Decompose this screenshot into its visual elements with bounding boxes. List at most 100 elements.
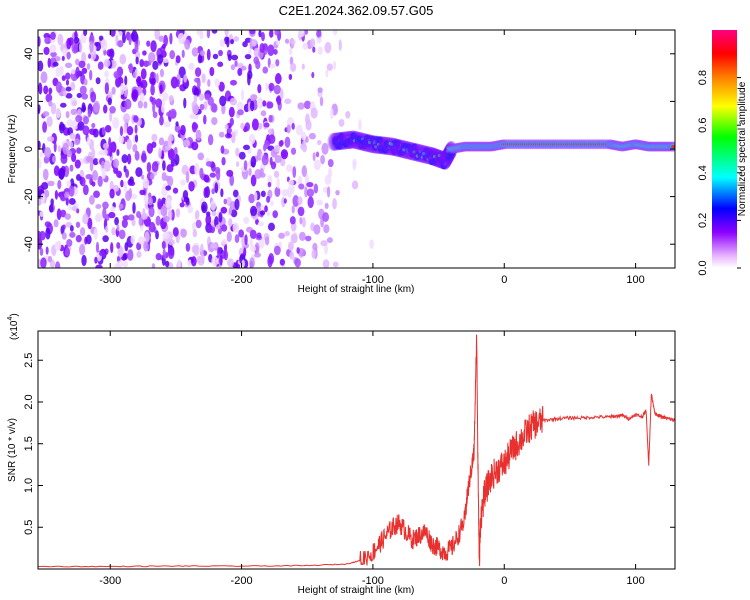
spectrogram-noise-blob: [162, 248, 166, 259]
spectrogram-noise-blob: [128, 187, 133, 199]
spectrogram-noise-blob: [106, 49, 114, 57]
spectrogram-noise-blob: [217, 247, 221, 258]
spectrogram-noise-blob: [237, 67, 243, 77]
spectrogram-noise-blob: [332, 60, 337, 71]
spectrogram-noise-blob: [124, 98, 132, 110]
spectrogram-noise-blob: [95, 264, 103, 268]
spectrogram-noise-blob: [199, 167, 204, 179]
spectrogram-noise-blob: [141, 212, 149, 220]
snr-y-scale-prefix: (x10: [9, 320, 20, 340]
spectrogram-noise-blob: [170, 76, 179, 89]
snr-y-tick-label: 1.5: [23, 436, 35, 451]
spectrogram-x-tick-label: 0: [501, 274, 507, 286]
spectrogram-noise-blob: [316, 36, 322, 44]
spectrogram-noise-blob: [287, 241, 294, 252]
spectrogram-noise-blob: [199, 103, 205, 111]
spectrogram-noise-blob: [192, 229, 198, 238]
spectrogram-noise-blob: [102, 235, 109, 243]
spectrogram-noise-blob: [150, 71, 155, 78]
spectrogram-noise-blob: [81, 67, 88, 74]
spectrogram-noise-blob: [53, 165, 60, 177]
spectrogram-noise-blob: [69, 231, 76, 238]
spectrogram-noise-blob: [244, 234, 248, 246]
spectrogram-noise-blob: [197, 152, 205, 161]
spectrogram-noise-blob: [158, 137, 165, 146]
spectrogram-noise-blob: [143, 101, 148, 109]
spectrogram-noise-blob: [164, 260, 170, 268]
spectrogram-noise-blob: [134, 44, 139, 53]
spectrogram-noise-blob: [292, 166, 297, 178]
spectrogram-noise-blob: [311, 249, 317, 259]
spectrogram-noise-blob: [69, 164, 74, 172]
spectrogram-noise-blob: [191, 122, 199, 130]
spectrogram-noise-blob: [38, 140, 41, 151]
spectrogram-noise-blob: [41, 182, 49, 190]
spectrogram-noise-blob: [85, 234, 92, 245]
spectrogram-noise-blob: [142, 178, 150, 189]
spectrogram-noise-blob: [259, 43, 265, 53]
signal-blob: [391, 148, 398, 156]
spectrogram-noise-blob: [250, 156, 257, 168]
spectrogram-noise-blob: [77, 121, 85, 131]
spectrogram-noise-blob: [102, 207, 107, 219]
spectrogram-noise-blob: [266, 195, 271, 203]
snr-panel: -300 -200 -100 0 100 0.5 1.0 1.5 2.0 2.5 Height …: [7, 313, 676, 596]
spectrogram-noise-blob: [215, 169, 221, 181]
signal-peak: [433, 155, 437, 159]
spectrogram-noise-blob: [273, 84, 281, 95]
spectrogram-noise-blob: [290, 62, 297, 72]
snr-x-tick-label: -100: [362, 575, 384, 587]
spectrogram-noise-blob: [88, 195, 95, 205]
spectrogram-noise-blob: [180, 179, 186, 186]
spectrogram-noise-blob: [142, 50, 147, 56]
spectrogram-noise-blob: [249, 100, 255, 112]
spectrogram-noise-blob: [140, 224, 144, 231]
spectrogram-noise-blob: [66, 51, 71, 60]
spectrogram-noise-blob: [338, 39, 342, 51]
spectrogram-noise-blob: [69, 225, 74, 232]
spectrogram-noise-blob: [317, 87, 323, 94]
spectrogram-noise-blob: [159, 84, 163, 95]
spectrogram-noise-blob: [103, 59, 111, 68]
spectrogram-noise-blob: [114, 217, 119, 226]
spectrogram-noise-blob: [148, 221, 156, 233]
spectrogram-noise-blob: [284, 230, 290, 237]
spectrogram-noise-blob: [211, 256, 219, 267]
spectrogram-noise-blob: [132, 144, 138, 153]
spectrogram-noise-blob: [254, 252, 261, 258]
spectrogram-noise-blob: [301, 143, 308, 153]
spectrogram-noise-blob: [240, 65, 247, 71]
spectrogram-noise-blob: [253, 56, 260, 65]
spectrogram-noise-blob: [75, 58, 80, 66]
spectrogram-noise-blob: [242, 41, 248, 48]
spectrogram-noise-blob: [195, 219, 202, 229]
spectrogram-noise-blob: [155, 215, 161, 226]
spectrogram-noise-blob: [230, 38, 235, 45]
spectrogram-noise-blob: [93, 101, 101, 113]
spectrogram-noise-blob: [136, 251, 142, 258]
spectrogram-noise-blob: [151, 133, 158, 142]
spectrogram-noise-blob: [139, 92, 145, 102]
spectrogram-noise-blob: [224, 30, 229, 37]
spectrogram-noise-blob: [79, 42, 83, 53]
spectrogram-noise-blob: [286, 124, 291, 134]
spectrogram-noise-blob: [71, 205, 78, 212]
spectrogram-noise-blob: [166, 164, 174, 173]
spectrogram-noise-blob: [150, 40, 157, 53]
spectrogram-noise-blob: [262, 100, 267, 107]
spectrogram-noise-blob: [273, 245, 281, 256]
spectrogram-noise-blob: [267, 255, 273, 268]
spectrogram-noise-blob: [244, 122, 251, 132]
colorbar: 0.0 0.2 0.4 0.6 0.8 Normalized spectral ampl…: [697, 30, 748, 276]
spectrogram-noise-blob: [125, 168, 130, 178]
spectrogram-noise-blob: [306, 182, 314, 188]
spectrogram-noise-blob: [267, 44, 275, 56]
spectrogram-noise-blob: [98, 150, 106, 156]
spectrogram-noise-blob: [148, 206, 155, 218]
spectrogram-noise-blob: [73, 138, 81, 146]
spectrogram-noise-blob: [39, 247, 44, 256]
spectrogram-noise-blob: [97, 175, 103, 187]
signal-peak: [402, 148, 406, 152]
spectrogram-noise-blob: [284, 38, 290, 44]
